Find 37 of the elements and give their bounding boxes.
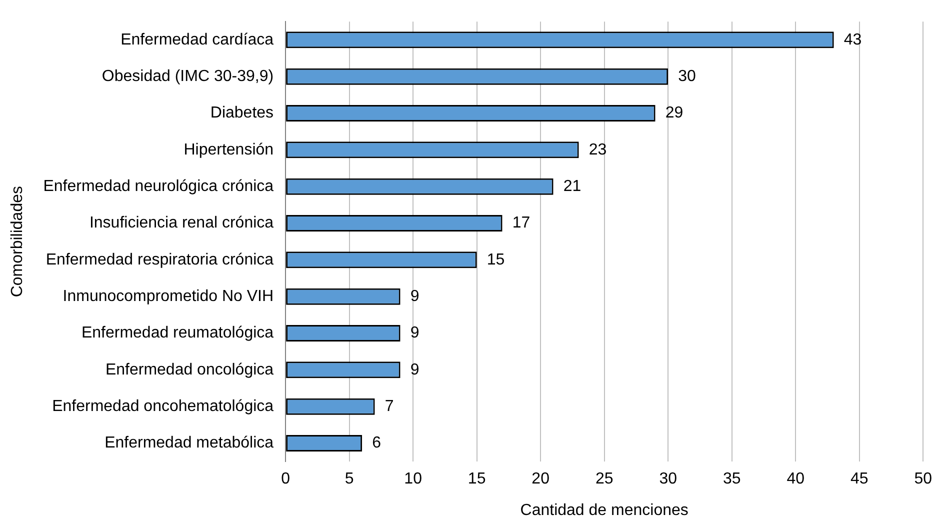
data-label: 7 bbox=[384, 398, 394, 416]
y-tick-label: Enfermedad neurológica crónica bbox=[43, 178, 274, 196]
data-label: 30 bbox=[678, 68, 696, 86]
y-tick-label: Insuficiencia renal crónica bbox=[89, 214, 274, 232]
data-label: 6 bbox=[372, 434, 382, 452]
y-tick-label: Inmunocomprometido No VIH bbox=[62, 288, 274, 306]
x-tick-label: 25 bbox=[595, 470, 614, 488]
data-label: 29 bbox=[665, 104, 684, 122]
x-tick-label: 50 bbox=[914, 470, 932, 488]
y-tick-label: Enfermedad oncohematológica bbox=[52, 398, 274, 416]
x-tick-label: 30 bbox=[659, 470, 678, 488]
y-tick-label: Enfermedad respiratoria crónica bbox=[46, 251, 274, 268]
y-tick-label: Obesidad (IMC 30-39,9) bbox=[102, 68, 274, 86]
x-tick-label: 35 bbox=[722, 470, 741, 488]
data-label: 23 bbox=[588, 141, 607, 158]
x-axis-title: Cantidad de menciones bbox=[520, 502, 688, 519]
y-tick-label: Enfermedad reumatológica bbox=[81, 324, 274, 342]
y-axis-title: Comorbilidades bbox=[9, 186, 26, 298]
x-tick-label: 20 bbox=[532, 470, 550, 488]
x-tick-label: 10 bbox=[404, 470, 422, 488]
data-label: 9 bbox=[410, 324, 420, 342]
x-tick-label: 40 bbox=[786, 470, 805, 488]
data-label: 15 bbox=[486, 251, 505, 268]
y-tick-label: Enfermedad cardíaca bbox=[120, 31, 274, 48]
x-tick-label: 0 bbox=[281, 470, 290, 488]
data-label: 43 bbox=[844, 31, 862, 48]
data-label: 9 bbox=[410, 288, 420, 306]
data-label: 9 bbox=[410, 361, 420, 378]
y-tick-label: Enfermedad oncológica bbox=[105, 361, 274, 378]
y-tick-label: Enfermedad metabólica bbox=[104, 434, 274, 452]
data-label: 17 bbox=[512, 214, 530, 232]
y-tick-label: Hipertensión bbox=[184, 141, 274, 158]
x-tick-label: 45 bbox=[850, 470, 868, 488]
x-tick-label: 15 bbox=[468, 470, 486, 488]
y-tick-label: Diabetes bbox=[210, 104, 274, 122]
data-label: 21 bbox=[563, 178, 582, 196]
x-tick-label: 5 bbox=[344, 470, 354, 488]
